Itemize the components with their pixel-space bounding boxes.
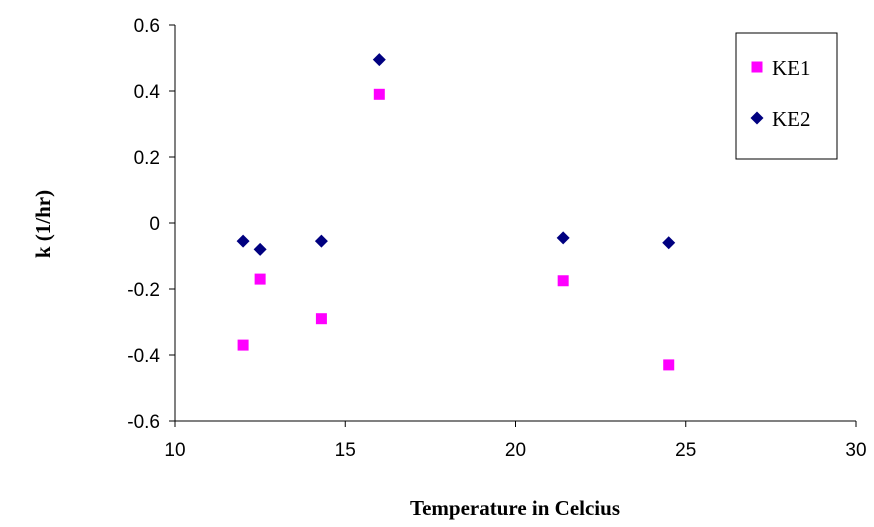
axis-ticks: -0.6 -0.4 -0.2 0 0.2 0.4 0.6 10 15 20 25 30 <box>127 16 866 461</box>
y-tick-label: 0.2 <box>134 148 160 169</box>
y-tick-label: -0.6 <box>127 412 160 433</box>
data-point-ke2 <box>253 242 267 256</box>
y-axis-title: k (1/hr) <box>31 190 55 258</box>
legend-box <box>735 32 838 160</box>
data-point-ke2 <box>236 234 250 248</box>
x-tick-label: 25 <box>675 440 696 461</box>
data-point-ke2 <box>314 234 328 248</box>
data-point-ke1 <box>254 273 266 285</box>
data-point-ke1 <box>237 339 249 351</box>
data-points <box>236 53 676 371</box>
y-tick-label: -0.4 <box>127 346 160 367</box>
data-point-ke2 <box>662 236 676 250</box>
series-ke1 <box>237 88 675 371</box>
data-point-ke1 <box>557 275 569 287</box>
x-tick-label: 10 <box>164 440 185 461</box>
data-point-ke1 <box>373 88 385 100</box>
x-tick-label: 30 <box>845 440 866 461</box>
y-tick-label: 0.4 <box>134 82 161 103</box>
x-tick-label: 20 <box>505 440 526 461</box>
data-point-ke2 <box>556 231 570 245</box>
legend-marker-ke1 <box>751 61 763 73</box>
series-ke2 <box>236 53 676 256</box>
legend-marker-ke2 <box>750 111 764 125</box>
plot-area: -0.6 -0.4 -0.2 0 0.2 0.4 0.6 10 15 20 25 30 <box>127 16 866 461</box>
data-point-ke1 <box>315 313 327 325</box>
y-tick-label: -0.2 <box>127 280 160 301</box>
x-tick-label: 15 <box>335 440 356 461</box>
y-tick-label: 0 <box>149 214 160 235</box>
legend-label-ke1: KE1 <box>772 56 811 80</box>
x-axis-title: Temperature in Celcius <box>410 496 620 520</box>
legend-label-ke2: KE2 <box>772 107 811 131</box>
data-point-ke1 <box>663 359 675 371</box>
legend-items: KE1 KE2 <box>750 56 811 131</box>
y-tick-label: 0.6 <box>134 16 160 37</box>
data-point-ke2 <box>372 53 386 67</box>
legend: KE1 KE2 <box>735 32 838 160</box>
